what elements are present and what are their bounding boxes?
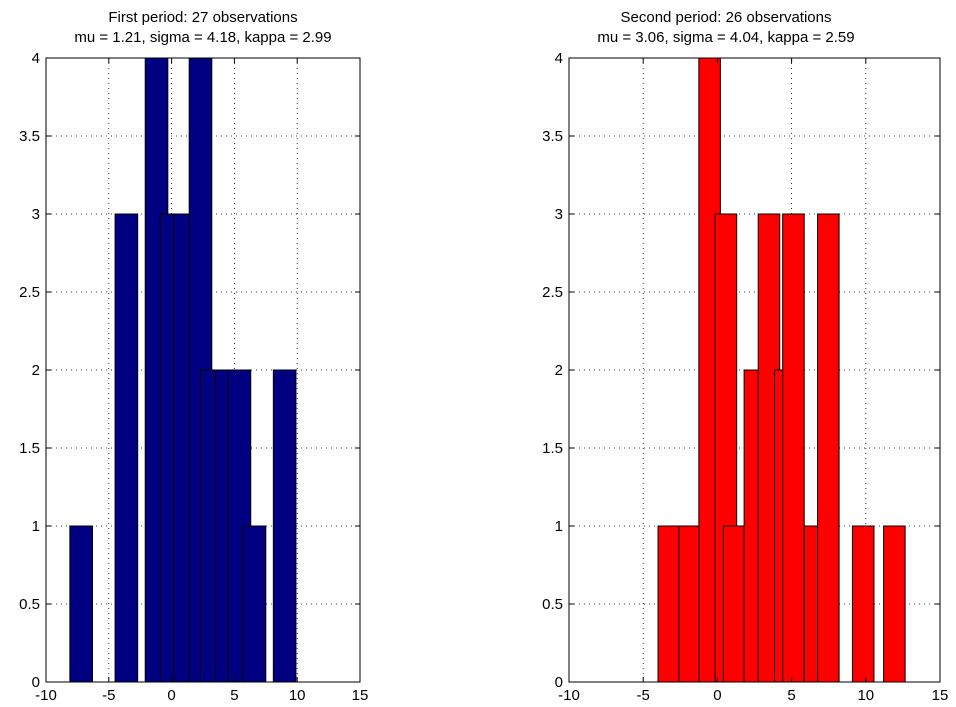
histogram-bar <box>722 525 746 683</box>
x-tick-label: -10 <box>35 687 57 704</box>
chart-title: First period: 27 observations <box>108 9 297 26</box>
x-tick-label: 5 <box>230 687 238 704</box>
histogram-bar <box>657 525 681 683</box>
y-tick-label: 4 <box>555 50 563 67</box>
x-tick-label: -5 <box>637 687 650 704</box>
y-tick-label: 0 <box>555 674 563 691</box>
y-tick-label: 4 <box>32 50 40 67</box>
chart-right: Second period: 26 observations mu = 3.06… <box>542 9 948 704</box>
y-tick-label: 2.5 <box>19 284 40 301</box>
x-tick-label: 5 <box>787 687 795 704</box>
y-tick-label: 0 <box>32 674 40 691</box>
ticks: -10 -5 0 5 10 15 0 0.5 1 1.5 2 2.5 3 3.5 4 <box>542 50 948 704</box>
y-tick-label: 1.5 <box>542 440 563 457</box>
y-tick-label: 3.5 <box>542 128 563 145</box>
x-tick-label: 10 <box>289 687 306 704</box>
y-tick-label: 3.5 <box>19 128 40 145</box>
chart-title: Second period: 26 observations <box>621 9 832 26</box>
histogram-bar <box>678 525 701 683</box>
ticks: -10 -5 0 5 10 15 0 0.5 1 1.5 2 2.5 3 3.5 4 <box>19 50 368 704</box>
histogram-bar <box>817 213 840 683</box>
chart-left: First period: 27 observations mu = 1.21,… <box>19 9 368 704</box>
x-tick-label: 0 <box>713 687 721 704</box>
y-tick-label: 1.5 <box>19 440 40 457</box>
x-tick-label: 15 <box>352 687 369 704</box>
bars <box>657 57 906 683</box>
y-tick-label: 3 <box>32 206 40 223</box>
histogram-bar <box>69 525 93 683</box>
x-tick-label: -5 <box>102 687 115 704</box>
y-tick-label: 1 <box>32 518 40 535</box>
chart-subtitle: mu = 1.21, sigma = 4.18, kappa = 2.99 <box>74 29 331 46</box>
x-tick-label: 10 <box>857 687 874 704</box>
x-tick-label: -10 <box>558 687 580 704</box>
histogram-bar <box>242 525 267 683</box>
histogram-bar <box>782 213 805 683</box>
y-tick-label: 2.5 <box>542 284 563 301</box>
chart-subtitle: mu = 3.06, sigma = 4.04, kappa = 2.59 <box>597 29 854 46</box>
y-tick-label: 1 <box>555 518 563 535</box>
y-tick-label: 0.5 <box>19 596 40 613</box>
histogram-bar <box>114 213 139 683</box>
histogram-bar <box>851 525 875 683</box>
y-tick-label: 2 <box>555 362 563 379</box>
x-tick-label: 0 <box>167 687 175 704</box>
histogram-bar <box>272 369 297 683</box>
bars <box>69 57 297 683</box>
histogram-bar <box>883 525 906 683</box>
x-tick-label: 15 <box>932 687 949 704</box>
y-tick-label: 2 <box>32 362 40 379</box>
y-tick-label: 3 <box>555 206 563 223</box>
y-tick-label: 0.5 <box>542 596 563 613</box>
